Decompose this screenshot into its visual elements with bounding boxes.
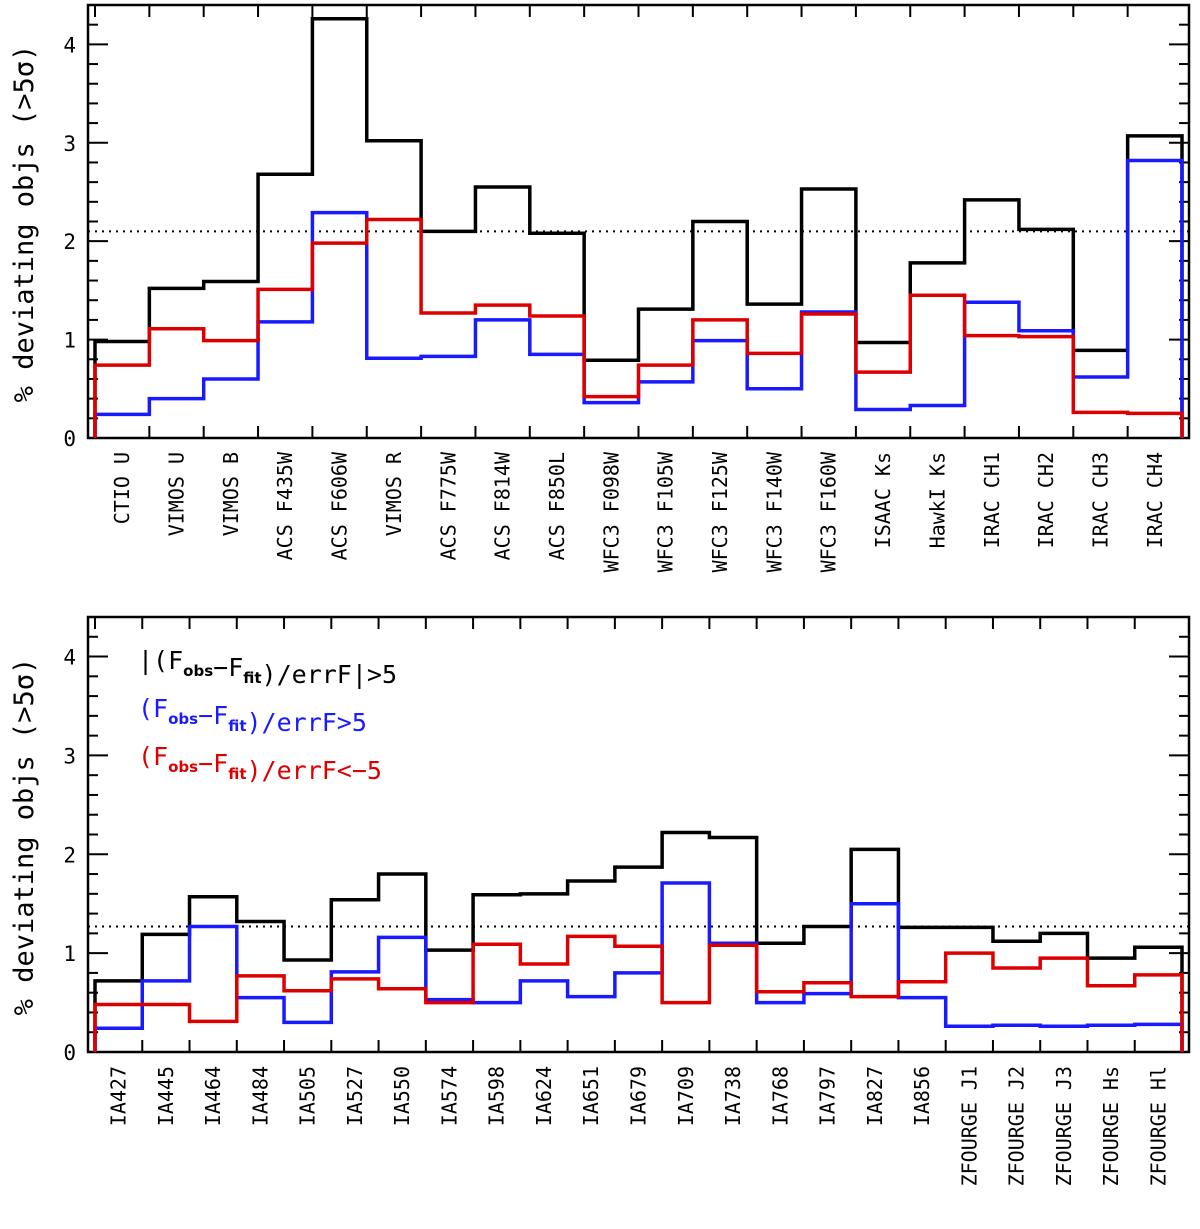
legend-entry-all: |(Fobs−Ffit)/errF|>5 (138, 646, 397, 689)
category-label: ZFOURGE J1 (957, 1066, 981, 1186)
category-label: ACS F606W (328, 451, 352, 560)
y-tick-label: 3 (63, 132, 76, 156)
series-negative-step (93, 934, 1184, 1052)
category-label: WFC3 F140W (762, 451, 786, 572)
category-label: CTIO U (110, 452, 134, 524)
category-label: IRAC CH2 (1034, 452, 1058, 548)
legend-entry-negative: (Fobs−Ffit)/errF<−5 (138, 742, 382, 785)
category-label: IA598 (485, 1066, 509, 1126)
legend-prefix-text: (F (138, 694, 168, 723)
category-label: IA797 (816, 1066, 840, 1126)
category-label: VIMOS U (165, 452, 189, 536)
legend-prefix-text: |(F (138, 646, 183, 675)
legend-sub1-text: obs (168, 710, 198, 728)
category-label: IA768 (768, 1066, 792, 1126)
category-label: ZFOURGE Hs (1099, 1066, 1123, 1186)
legend-mid-text: −F (198, 749, 228, 778)
series-all-step (93, 830, 1184, 1052)
category-label: WFC3 F160W (817, 451, 841, 572)
category-label: IA827 (863, 1066, 887, 1126)
category-label: ACS F775W (436, 451, 460, 560)
category-label: IA856 (910, 1066, 934, 1126)
legend-sub2-text: fit (243, 669, 261, 687)
legend-sub1-text: obs (183, 662, 213, 680)
y-axis-label: % deviating objs (>5σ) (9, 45, 40, 403)
legend-mid-text: −F (198, 701, 228, 730)
category-label: ACS F850L (545, 452, 569, 560)
y-tick-label: 0 (63, 427, 76, 451)
category-label: IRAC CH4 (1143, 452, 1167, 548)
category-label: IA679 (627, 1066, 651, 1126)
y-tick-label: 4 (63, 646, 76, 670)
y-tick-label: 2 (63, 230, 76, 254)
series-negative-step (93, 217, 1184, 438)
category-label: IA550 (390, 1066, 414, 1126)
category-label: IA427 (107, 1066, 131, 1126)
category-label: IA709 (674, 1066, 698, 1126)
category-label: IA505 (296, 1066, 320, 1126)
category-label: IA464 (201, 1066, 225, 1126)
legend-sub2-text: fit (228, 717, 246, 735)
category-label: ACS F435W (273, 451, 297, 560)
legend-prefix-text: (F (138, 742, 168, 771)
series-all-step (93, 17, 1184, 438)
category-label: ZFOURGE Hl (1146, 1066, 1170, 1186)
legend-suffix-text: )/errF<−5 (247, 756, 382, 785)
legend-suffix-text: )/errF|>5 (262, 660, 397, 689)
top-panel: 0 1 2 3 4 % deviating objs (>5σ) CTIO U VIMOS U… (9, 3, 1191, 572)
category-label: HawkI Ks (925, 452, 949, 548)
y-tick-label: 1 (63, 942, 76, 966)
y-tick-label: 3 (63, 744, 76, 768)
category-label: IA445 (154, 1066, 178, 1126)
legend-sub2-text: fit (228, 765, 246, 783)
category-label: ZFOURGE J2 (1005, 1066, 1029, 1186)
category-label: IA527 (343, 1066, 367, 1126)
y-tick-label: 1 (63, 329, 76, 353)
legend-entry-positive: (Fobs−Ffit)/errF>5 (138, 694, 367, 737)
category-label: IA651 (579, 1066, 603, 1126)
category-label: IA484 (248, 1066, 272, 1126)
category-label: IRAC CH1 (980, 452, 1004, 548)
series-positive-step (93, 881, 1184, 1052)
category-label: VIMOS B (219, 452, 243, 536)
legend-mid-text: −F (213, 653, 243, 682)
y-tick-label: 2 (63, 843, 76, 867)
y-tick-label: 4 (63, 33, 76, 57)
bottom-panel: 0 1 2 3 4 % deviating objs (>5σ) IA427 IA445 IA4… (9, 615, 1191, 1186)
legend-sub1-text: obs (168, 758, 198, 776)
category-label: IA574 (437, 1066, 461, 1126)
category-label: IRAC CH3 (1088, 452, 1112, 548)
category-label: VIMOS R (382, 451, 406, 536)
category-label: WFC3 F098W (599, 451, 623, 572)
y-axis-label: % deviating objs (>5σ) (9, 658, 40, 1016)
y-tick-label: 0 (63, 1041, 76, 1065)
category-label: IA738 (721, 1066, 745, 1126)
legend-suffix-text: )/errF>5 (247, 708, 367, 737)
category-label: ZFOURGE J3 (1052, 1066, 1076, 1186)
category-label: WFC3 F125W (708, 451, 732, 572)
category-label: IA624 (532, 1066, 556, 1126)
category-label: ISAAC Ks (871, 452, 895, 548)
category-label: WFC3 F105W (654, 451, 678, 572)
category-label: ACS F814W (491, 451, 515, 560)
